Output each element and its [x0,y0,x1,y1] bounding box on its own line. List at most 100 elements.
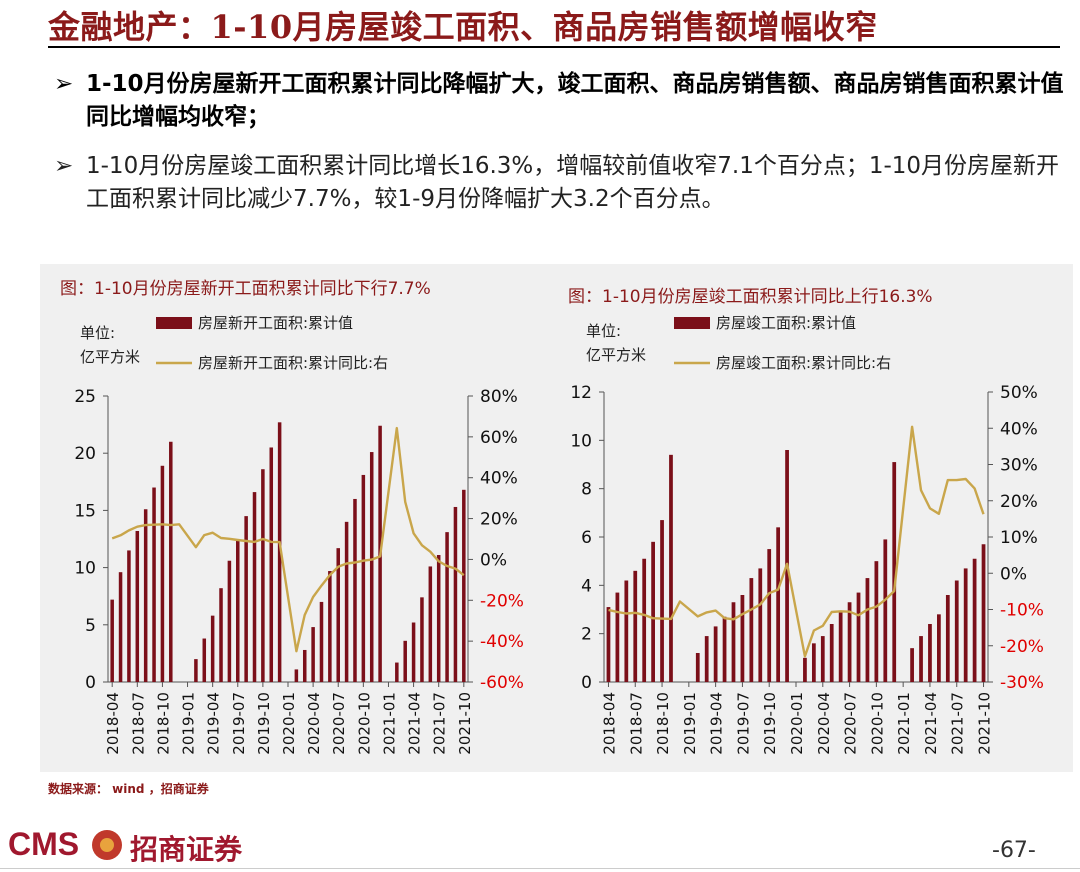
x-tick-label: 2019-07 [734,692,752,755]
bar [776,527,781,682]
x-tick-label: 2021-10 [456,692,474,755]
legend-line-label: 房屋竣工面积:累计同比:右 [716,354,891,372]
bar [319,601,324,682]
bar [202,638,207,682]
bar [160,465,165,682]
bar [615,592,620,682]
bar [244,516,248,682]
x-tick-label: 2021-10 [976,692,994,755]
legend-bar-label: 房屋新开工面积:累计值 [198,314,353,332]
left-tick-label: 4 [581,576,592,596]
x-tick-label: 2021-07 [949,692,967,755]
x-tick-label: 2021-04 [922,692,940,755]
bar [169,441,173,682]
x-tick-label: 2018-07 [627,692,645,755]
yoy-line [111,426,465,653]
x-tick-label: 2019-10 [255,692,273,755]
left-tick-label: 25 [74,387,96,407]
bullet-text-1: 1-10月份房屋新开工面积累计同比降幅扩大，竣工面积、商品房销售额、商品房销售面… [86,71,1064,130]
bar [219,588,223,682]
x-tick-label: 2021-07 [431,692,449,755]
right-tick-label: 80% [480,387,518,407]
bar [462,489,466,682]
x-tick-label: 2018-04 [104,692,122,755]
right-tick-label: -30% [1000,673,1044,693]
bar [660,520,664,682]
x-tick-label: 2020-04 [305,692,323,755]
bar [963,568,968,682]
page-title: 金融地产：1-10月房屋竣工面积、商品房销售额增幅收窄 [48,8,878,46]
bar [642,558,647,682]
bar [194,659,198,682]
bar [143,509,148,682]
right-tick-label: 40% [1000,419,1038,439]
right-tick-label: 30% [1000,456,1038,476]
x-tick-label: 2018-04 [600,692,618,755]
x-tick-label: 2019-01 [681,692,699,755]
right-tick-label: 60% [480,428,518,448]
x-tick-label: 2020-07 [842,692,860,755]
logo-chinese: 招商证券 [130,833,243,866]
bar [919,636,923,682]
unit-label-line-2: 亿平方米 [586,346,646,364]
left-tick-label: 10 [570,431,592,451]
bar [811,643,816,682]
bar [411,622,416,682]
legend-bar-swatch [156,317,192,329]
chart-completions: 图：1-10月份房屋竣工面积累计同比上行16.3% 单位: 亿平方米 房屋竣工面积:累… [568,287,1044,755]
bar [445,532,449,682]
bullet-text-2: 1-10月份房屋竣工面积累计同比增长16.3%，增幅较前值收窄7.1个百分点；1… [86,153,1060,212]
right-tick-label: -60% [480,673,524,693]
bar [420,597,424,682]
x-tick-label: 2018-10 [654,692,672,755]
bar [328,571,332,682]
bar [369,452,374,682]
bar [731,602,736,682]
bar [353,498,357,682]
bar [261,469,265,682]
bar [704,636,709,682]
left-tick-label: 12 [570,383,592,403]
bullet-marker-2: ➢ [54,153,74,179]
right-tick-label: 50% [1000,383,1038,403]
footer-divider [0,868,1080,869]
bar [606,607,611,682]
bar [758,568,763,682]
title-divider [48,46,1060,48]
x-tick-label: 2020-01 [280,692,298,755]
bar [453,506,458,682]
left-tick-label: 15 [74,501,96,521]
bar [981,544,986,682]
bar [829,624,834,682]
bar [277,422,282,682]
x-tick-label: 2019-04 [708,692,726,755]
x-tick-label: 2019-01 [180,692,198,755]
x-tick-label: 2019-04 [205,692,223,755]
x-tick-label: 2020-01 [788,692,806,755]
chart-panel-new-starts: 图：1-10月份房屋新开工面积累计同比下行7.7% 单位: 亿平方米 房屋新开工面积:… [40,264,560,772]
bar [110,599,114,682]
bar [937,614,941,682]
bar [127,550,131,682]
yoy-line [608,425,985,658]
x-tick-label: 2020-04 [815,692,833,755]
bar [395,662,399,682]
left-tick-label: 0 [581,673,592,693]
x-tick-label: 2019-10 [761,692,779,755]
unit-label-line-2: 亿平方米 [80,348,140,366]
x-tick-label: 2020-10 [355,692,373,755]
left-tick-label: 6 [581,528,592,548]
chart-panel-completions: 图：1-10月份房屋竣工面积累计同比上行16.3% 单位: 亿平方米 房屋竣工面积:累… [560,264,1073,772]
bar [135,530,140,682]
bar [227,560,232,682]
data-source: 数据来源： wind ，招商证券 [48,782,209,796]
x-tick-label: 2021-01 [895,692,913,755]
bar [210,615,215,682]
x-tick-label: 2018-07 [129,692,147,755]
bar [847,602,852,682]
bar [428,566,433,682]
bar [336,548,340,682]
right-tick-label: -40% [480,632,524,652]
right-tick-label: 20% [1000,492,1038,512]
bar [945,595,950,682]
